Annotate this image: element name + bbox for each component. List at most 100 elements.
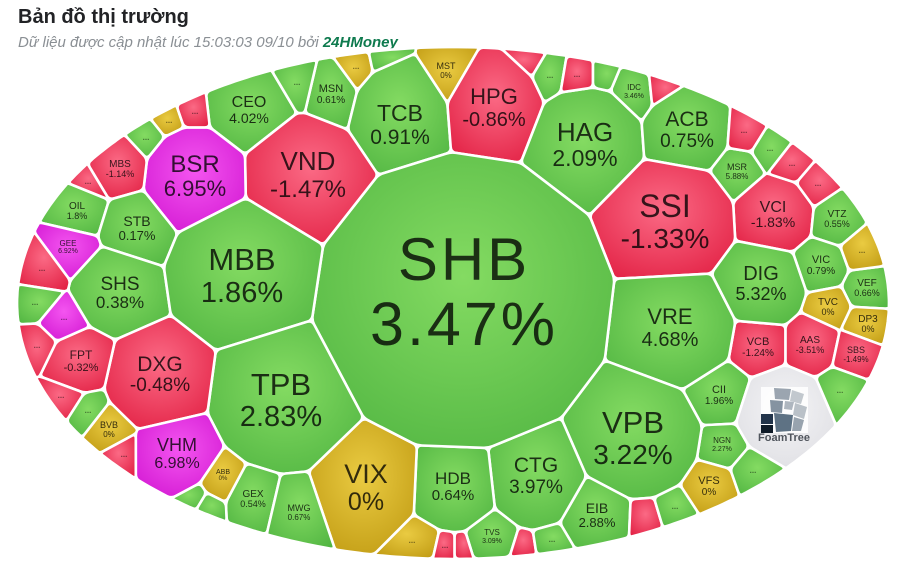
svg-text:...: ... xyxy=(672,502,679,511)
svg-text:SBS: SBS xyxy=(847,345,865,355)
svg-text:0.55%: 0.55% xyxy=(824,219,850,229)
svg-text:6.92%: 6.92% xyxy=(58,248,78,255)
svg-text:6.95%: 6.95% xyxy=(164,176,226,201)
svg-text:GEE: GEE xyxy=(60,239,77,248)
svg-text:1.8%: 1.8% xyxy=(67,211,88,221)
svg-text:...: ... xyxy=(442,541,449,550)
svg-text:TVC: TVC xyxy=(818,297,838,308)
svg-text:EIB: EIB xyxy=(586,500,609,516)
svg-text:...: ... xyxy=(39,264,46,273)
svg-text:0%: 0% xyxy=(861,324,874,334)
svg-text:FoamTree: FoamTree xyxy=(758,432,810,444)
svg-text:...: ... xyxy=(143,133,150,142)
svg-text:...: ... xyxy=(353,62,360,71)
svg-text:VIC: VIC xyxy=(812,254,830,266)
svg-text:0%: 0% xyxy=(702,487,717,498)
svg-text:5.32%: 5.32% xyxy=(735,284,786,304)
svg-text:-1.49%: -1.49% xyxy=(843,355,868,364)
svg-text:-0.86%: -0.86% xyxy=(462,109,526,131)
svg-text:DIG: DIG xyxy=(743,263,779,285)
svg-text:...: ... xyxy=(85,177,92,186)
svg-text:-0.48%: -0.48% xyxy=(130,375,190,396)
svg-text:0.17%: 0.17% xyxy=(119,228,156,243)
svg-text:...: ... xyxy=(409,536,416,545)
svg-text:SHB: SHB xyxy=(398,226,530,293)
svg-text:AAS: AAS xyxy=(800,335,820,346)
svg-text:HPG: HPG xyxy=(470,84,518,109)
svg-text:...: ... xyxy=(750,466,757,475)
svg-text:ABB: ABB xyxy=(216,469,230,476)
svg-text:...: ... xyxy=(32,298,39,307)
svg-text:...: ... xyxy=(574,70,581,79)
svg-text:CEO: CEO xyxy=(232,94,267,111)
svg-text:3.22%: 3.22% xyxy=(593,439,672,470)
svg-text:NGN: NGN xyxy=(713,436,731,445)
svg-text:0%: 0% xyxy=(821,307,834,317)
svg-text:TCB: TCB xyxy=(377,100,423,126)
svg-text:...: ... xyxy=(815,179,822,188)
svg-text:...: ... xyxy=(837,386,844,395)
svg-text:0.38%: 0.38% xyxy=(96,293,144,312)
svg-text:0%: 0% xyxy=(219,476,228,482)
svg-text:-1.33%: -1.33% xyxy=(621,223,710,254)
svg-text:VEF: VEF xyxy=(857,278,876,289)
svg-text:IDC: IDC xyxy=(627,83,641,92)
svg-text:0.75%: 0.75% xyxy=(660,131,714,152)
svg-text:VFS: VFS xyxy=(698,475,719,487)
svg-text:SSI: SSI xyxy=(639,188,691,224)
svg-text:3.09%: 3.09% xyxy=(482,538,502,545)
svg-text:MST: MST xyxy=(437,61,457,71)
svg-text:2.83%: 2.83% xyxy=(240,401,322,433)
svg-text:...: ... xyxy=(85,406,92,415)
svg-text:VHM: VHM xyxy=(157,435,197,455)
svg-text:1.96%: 1.96% xyxy=(705,396,733,407)
svg-text:MSN: MSN xyxy=(319,83,344,95)
svg-text:3.46%: 3.46% xyxy=(624,93,644,100)
svg-text:OIL: OIL xyxy=(69,201,86,212)
svg-text:-0.32%: -0.32% xyxy=(64,362,99,374)
svg-text:SHS: SHS xyxy=(100,274,139,295)
svg-text:VTZ: VTZ xyxy=(828,209,847,220)
svg-text:BSR: BSR xyxy=(170,151,219,178)
svg-text:CII: CII xyxy=(712,384,726,396)
svg-text:VCB: VCB xyxy=(747,336,770,348)
svg-text:5.88%: 5.88% xyxy=(726,172,749,181)
svg-text:VCI: VCI xyxy=(760,199,787,216)
svg-text:2.27%: 2.27% xyxy=(712,446,732,453)
svg-text:VRE: VRE xyxy=(647,304,692,329)
svg-text:VIX: VIX xyxy=(344,459,388,489)
svg-text:DP3: DP3 xyxy=(858,314,878,325)
svg-text:4.68%: 4.68% xyxy=(642,329,699,351)
svg-text:0.67%: 0.67% xyxy=(288,513,311,522)
svg-text:...: ... xyxy=(192,107,199,116)
svg-text:1.86%: 1.86% xyxy=(201,277,283,309)
svg-text:MBB: MBB xyxy=(208,242,275,277)
svg-text:3.47%: 3.47% xyxy=(370,290,558,358)
svg-text:BVB: BVB xyxy=(100,420,118,430)
svg-text:HDB: HDB xyxy=(435,469,471,488)
svg-text:0%: 0% xyxy=(348,488,384,516)
svg-text:...: ... xyxy=(58,391,65,400)
svg-text:HAG: HAG xyxy=(557,117,613,147)
svg-text:...: ... xyxy=(34,341,41,350)
svg-text:3.97%: 3.97% xyxy=(509,477,563,498)
svg-text:...: ... xyxy=(166,116,173,125)
svg-text:MWG: MWG xyxy=(288,503,311,513)
svg-text:...: ... xyxy=(859,246,866,255)
svg-text:...: ... xyxy=(547,71,554,80)
svg-text:0.91%: 0.91% xyxy=(370,126,430,149)
svg-text:STB: STB xyxy=(123,213,150,229)
svg-text:VPB: VPB xyxy=(602,405,664,440)
svg-text:-1.24%: -1.24% xyxy=(742,348,774,359)
svg-text:2.09%: 2.09% xyxy=(552,145,617,171)
svg-text:-1.83%: -1.83% xyxy=(751,214,795,230)
svg-text:0.64%: 0.64% xyxy=(432,487,475,504)
svg-text:TVS: TVS xyxy=(484,528,500,537)
svg-text:-3.51%: -3.51% xyxy=(796,345,825,355)
svg-text:CTG: CTG xyxy=(514,454,558,477)
svg-text:0.61%: 0.61% xyxy=(317,95,345,106)
svg-text:ACB: ACB xyxy=(665,108,708,131)
svg-text:0%: 0% xyxy=(103,430,115,439)
svg-text:...: ... xyxy=(767,144,774,153)
svg-text:TPB: TPB xyxy=(251,367,311,402)
